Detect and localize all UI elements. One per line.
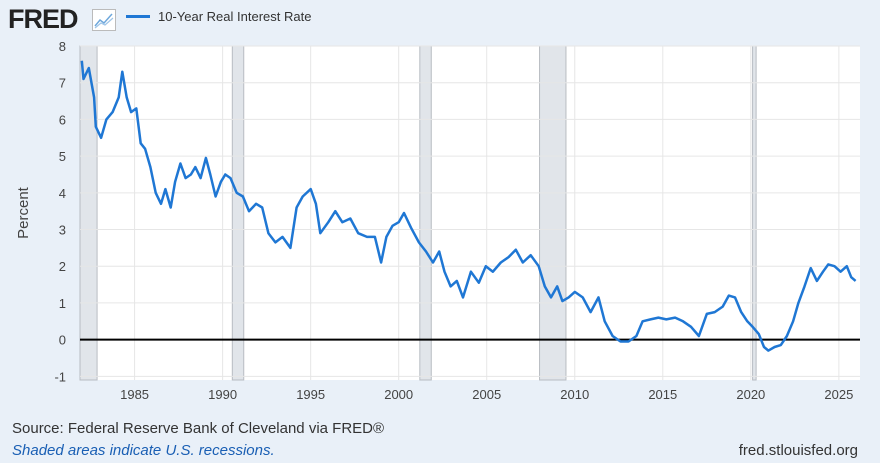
fred-url[interactable]: fred.stlouisfed.org xyxy=(738,442,858,459)
x-tick-label: 2005 xyxy=(472,387,501,402)
x-tick-label: 2010 xyxy=(560,387,589,402)
x-tick-label: 2015 xyxy=(648,387,677,402)
recession-shade xyxy=(231,45,245,381)
y-axis-label: Percent xyxy=(15,186,32,239)
y-tick-label: 6 xyxy=(59,112,66,127)
x-tick-label: 2020 xyxy=(736,387,765,402)
fred-logo[interactable]: FRED xyxy=(8,4,78,34)
y-tick-label: 7 xyxy=(59,76,66,91)
x-tick-label: 1985 xyxy=(120,387,149,402)
y-tick-label: 3 xyxy=(59,223,66,238)
y-tick-label: 8 xyxy=(59,39,66,54)
x-tick-label: 2000 xyxy=(384,387,413,402)
y-tick-label: -1 xyxy=(54,369,66,384)
chart-icon[interactable] xyxy=(92,9,116,31)
plot-area xyxy=(80,46,860,380)
y-tick-label: 4 xyxy=(59,186,66,201)
y-tick-label: 5 xyxy=(59,149,66,164)
legend: 10-Year Real Interest Rate xyxy=(126,9,311,24)
legend-label: 10-Year Real Interest Rate xyxy=(158,9,312,24)
x-tick-label: 1995 xyxy=(296,387,325,402)
recession-note: Shaded areas indicate U.S. recessions. xyxy=(12,442,275,459)
x-tick-label: 1990 xyxy=(208,387,237,402)
y-tick-label: 2 xyxy=(59,259,66,274)
recession-shade xyxy=(419,45,432,381)
y-tick-label: 0 xyxy=(59,333,66,348)
legend-swatch xyxy=(126,15,150,18)
series-line xyxy=(80,60,857,352)
x-tick-label: 2025 xyxy=(824,387,853,402)
recession-shade xyxy=(539,45,567,381)
y-tick-label: 1 xyxy=(59,296,66,311)
source-text: Source: Federal Reserve Bank of Clevelan… xyxy=(12,420,385,437)
